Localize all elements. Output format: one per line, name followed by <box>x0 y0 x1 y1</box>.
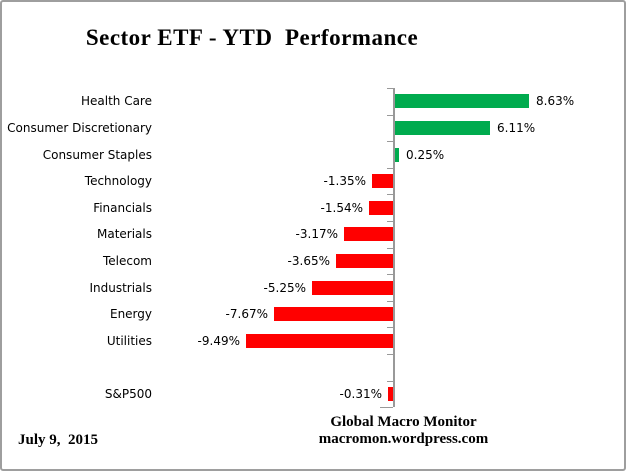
category-label: Consumer Staples <box>42 147 152 162</box>
axis-tick <box>387 300 393 302</box>
bar <box>395 147 399 162</box>
axis-tick <box>387 327 393 329</box>
value-label: 8.63% <box>536 94 575 109</box>
axis-tick <box>387 194 393 196</box>
bar <box>246 333 393 348</box>
category-label: Industrials <box>89 280 152 295</box>
axis-tick <box>387 141 393 143</box>
y-axis-line <box>393 88 395 408</box>
credit-line-2: macromon.wordpress.com <box>318 431 489 447</box>
axis-tick <box>387 114 393 116</box>
axis-tick <box>387 274 393 276</box>
bar <box>312 280 393 295</box>
category-label: Technology <box>84 174 152 189</box>
axis-tick <box>387 88 393 89</box>
footer-date: July 9, 2015 <box>18 432 99 448</box>
axis-tick <box>387 221 393 222</box>
category-label: Telecom <box>102 253 152 268</box>
bar <box>336 253 393 268</box>
category-label: Materials <box>96 227 152 242</box>
chart-title: Sector ETF - YTD Performance <box>85 25 419 50</box>
bar <box>372 174 393 189</box>
value-label: -7.67% <box>225 307 268 322</box>
category-label: Health Care <box>80 94 152 109</box>
axis-tick <box>387 247 393 249</box>
value-label: 0.25% <box>406 147 445 162</box>
bar <box>395 94 529 109</box>
bar <box>344 227 393 242</box>
category-label: Consumer Discretionary <box>7 120 152 135</box>
value-label: -9.49% <box>197 333 240 348</box>
bar <box>388 386 393 401</box>
bar <box>369 200 393 215</box>
value-label: -5.25% <box>263 280 306 295</box>
value-label: -3.17% <box>295 227 338 242</box>
axis-tick <box>387 167 393 169</box>
category-label: S&P500 <box>104 386 152 401</box>
category-label: Financials <box>93 200 152 215</box>
category-label: Utilities <box>106 333 152 348</box>
bar <box>274 307 393 322</box>
value-label: 6.11% <box>497 120 536 135</box>
axis-tick <box>387 354 393 355</box>
value-label: -0.31% <box>339 386 382 401</box>
value-label: -1.35% <box>323 174 366 189</box>
bar <box>395 120 490 135</box>
axis-tick <box>380 407 393 409</box>
credit-block: Global Macro Monitor macromon.wordpress.… <box>301 414 506 448</box>
category-label: Energy <box>109 307 152 322</box>
credit-line-1: Global Macro Monitor <box>330 414 477 430</box>
value-label: -1.54% <box>320 200 363 215</box>
value-label: -3.65% <box>287 253 330 268</box>
axis-tick <box>387 380 393 382</box>
